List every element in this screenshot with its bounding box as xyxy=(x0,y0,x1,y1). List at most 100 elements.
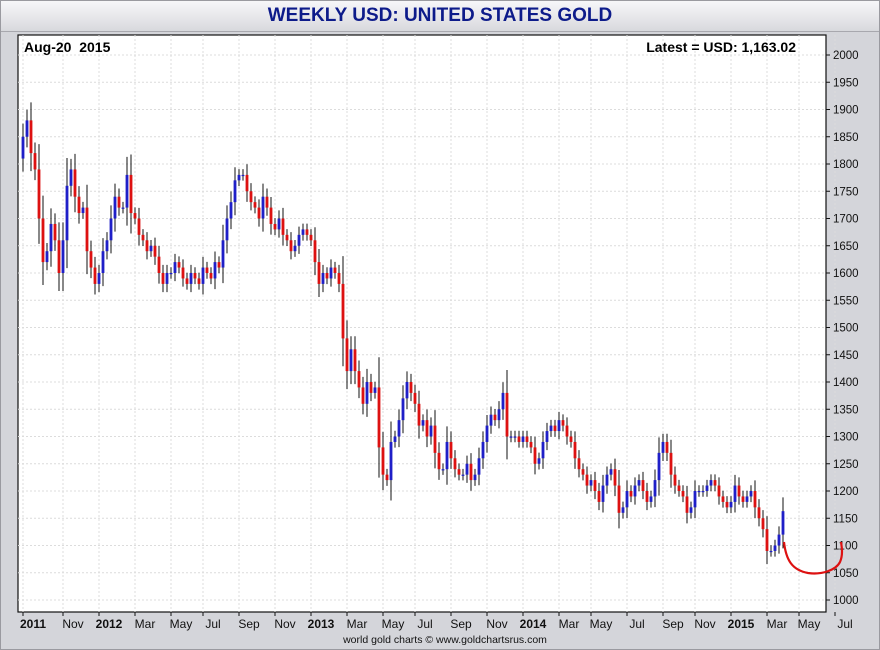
candle-body xyxy=(145,240,149,252)
candle-body xyxy=(717,485,721,497)
candle-body xyxy=(385,474,389,481)
candle-body xyxy=(457,469,461,475)
candle-body xyxy=(657,452,661,481)
candle-body xyxy=(537,458,541,464)
candles-layer xyxy=(21,102,785,565)
x-tick-label: Jul xyxy=(837,617,852,631)
candle-body xyxy=(585,474,589,486)
candle-body xyxy=(481,441,485,459)
candle-body xyxy=(409,382,413,393)
x-tick-label: Mar xyxy=(347,617,368,631)
candle-body xyxy=(277,218,281,230)
x-tick-label: May xyxy=(798,617,821,631)
candle-body xyxy=(121,207,125,209)
candle-body xyxy=(89,251,93,268)
candle-body xyxy=(745,496,749,502)
candle-body xyxy=(421,420,425,426)
candle-body xyxy=(133,213,137,219)
candle-body xyxy=(425,420,429,437)
y-tick-label: 1000 xyxy=(833,595,859,607)
x-tick-label: Mar xyxy=(767,617,788,631)
candle-body xyxy=(429,425,433,437)
x-tick-label: Jul xyxy=(629,617,644,631)
candle-body xyxy=(557,420,561,432)
candle-body xyxy=(613,469,617,486)
candle-body xyxy=(705,485,709,491)
y-tick-label: 1800 xyxy=(833,159,859,171)
candle-body xyxy=(305,229,309,235)
candle-body xyxy=(757,507,761,519)
candle-body xyxy=(401,398,405,421)
candle-body xyxy=(637,480,641,486)
candle-body xyxy=(373,387,377,393)
candle-body xyxy=(773,545,777,551)
candle-body xyxy=(105,240,109,252)
candle-body xyxy=(53,223,57,241)
candle-body xyxy=(213,262,217,279)
candle-body xyxy=(165,273,169,284)
candle-body xyxy=(325,273,329,279)
candle-body xyxy=(77,196,81,214)
x-tick-label: 2015 xyxy=(728,617,755,631)
candle-body xyxy=(521,436,525,442)
x-tick-label: Jul xyxy=(205,617,220,631)
candle-body xyxy=(113,196,117,219)
candle-body xyxy=(109,218,113,241)
candle-body xyxy=(677,485,681,491)
candle-body xyxy=(333,267,337,273)
candle-body xyxy=(37,169,41,219)
candle-body xyxy=(721,496,725,502)
candle-body xyxy=(97,273,101,284)
candle-body xyxy=(617,485,621,513)
candle-body xyxy=(229,202,233,219)
candle-body xyxy=(193,273,197,279)
x-axis: 2011 Nov 2012 Mar May Jul Sep Nov 2013 Mar May Jul S… xyxy=(20,612,853,631)
candle-body xyxy=(73,169,77,197)
candle-body xyxy=(141,234,145,241)
date-label: Aug-20 2015 xyxy=(24,39,111,55)
candle-body xyxy=(225,218,229,241)
y-tick-label: 1300 xyxy=(833,432,859,444)
candle-body xyxy=(177,262,181,268)
candle-body xyxy=(357,371,361,388)
x-tick-label: Nov xyxy=(62,617,83,631)
footer-credit: world gold charts © www.goldchartsrus.co… xyxy=(342,634,547,646)
candle-body xyxy=(369,382,373,393)
candle-body xyxy=(309,234,313,241)
candle-body xyxy=(41,218,45,263)
candle-body xyxy=(753,491,757,508)
x-tick-label: Nov xyxy=(274,617,295,631)
candle-body xyxy=(61,240,65,273)
y-tick-label: 1650 xyxy=(833,241,859,253)
candle-body xyxy=(781,511,785,535)
candle-body xyxy=(669,452,673,475)
candle-body xyxy=(245,174,249,192)
candle-body xyxy=(85,207,89,252)
candle-body xyxy=(441,469,445,471)
y-tick-label: 2000 xyxy=(833,50,859,62)
candle-body xyxy=(629,491,633,497)
y-tick-label: 1250 xyxy=(833,459,859,471)
x-tick-label: May xyxy=(590,617,613,631)
candle-body xyxy=(21,136,25,159)
candle-body xyxy=(449,441,453,459)
y-tick-label: 1350 xyxy=(833,404,859,416)
candle-body xyxy=(301,229,305,235)
x-tick-label: Sep xyxy=(450,617,472,631)
y-tick-label: 1500 xyxy=(833,323,859,335)
candle-body xyxy=(513,436,517,438)
candle-body xyxy=(149,245,153,252)
candle-body xyxy=(505,392,509,437)
candle-body xyxy=(361,387,365,404)
candle-body xyxy=(489,414,493,426)
candle-body xyxy=(45,251,49,263)
candle-body xyxy=(189,273,193,284)
x-tick-label: 2013 xyxy=(308,617,335,631)
candle-body xyxy=(641,480,645,491)
latest-price-label: Latest = USD: 1,163.02 xyxy=(646,39,796,55)
y-tick-label: 1550 xyxy=(833,295,859,307)
candle-body xyxy=(69,169,73,186)
candle-body xyxy=(161,273,165,284)
candle-body xyxy=(297,234,301,246)
candle-body xyxy=(509,436,513,438)
